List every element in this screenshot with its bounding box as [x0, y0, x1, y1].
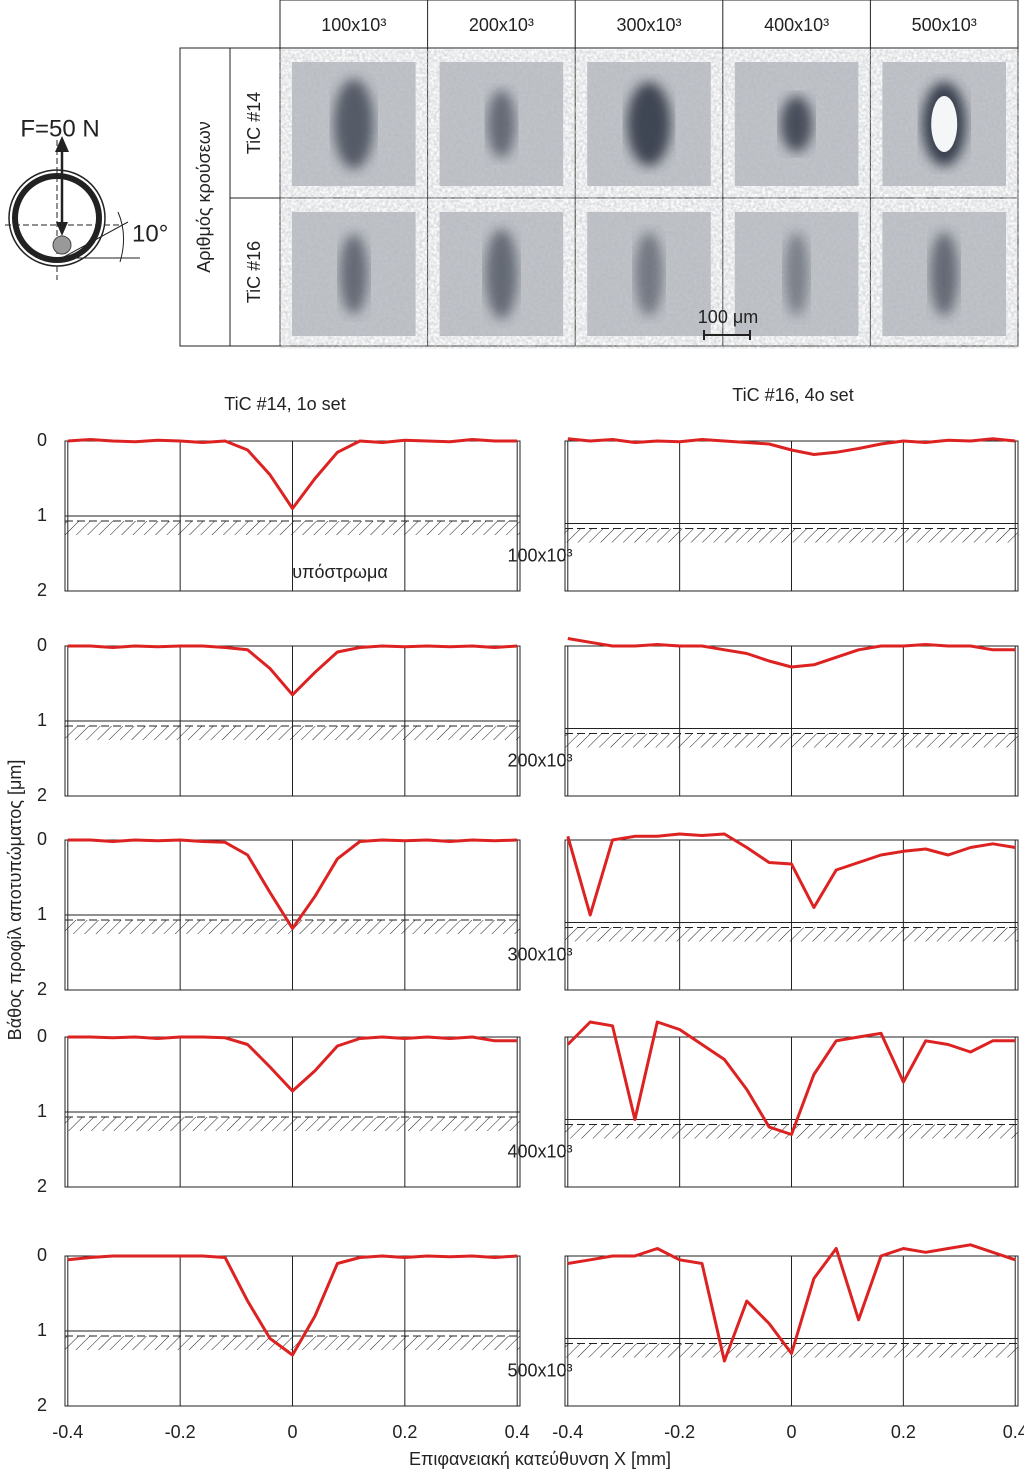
profile-line	[567, 637, 1016, 669]
substrate-hatch	[65, 726, 520, 740]
chart	[564, 437, 1019, 592]
y-tick-label: 1	[37, 710, 47, 730]
column-header: 200x10³	[469, 15, 534, 35]
row-label: TiC #14	[244, 92, 264, 154]
y-tick-label: 2	[37, 1176, 47, 1196]
wear-spot	[487, 90, 516, 158]
x-tick-label: 0.2	[891, 1422, 916, 1442]
y-tick-label: 1	[37, 1320, 47, 1340]
substrate-hatch	[65, 1117, 520, 1131]
scale-bar	[703, 330, 751, 340]
wear-spot	[780, 96, 813, 152]
force-diagram: F=50 N 10°	[5, 115, 168, 280]
chart: 0 1 2 400x10³	[37, 1026, 573, 1196]
chart: -0.4 -0.2 0 0.2 0.4 0 1 2 500x10³	[37, 1245, 573, 1442]
x-tick-label: -0.2	[664, 1422, 695, 1442]
scale-bar-label: 100 μm	[698, 307, 758, 327]
y-tick-label: 0	[37, 1245, 47, 1265]
x-axis-label: Επιφανειακή κατεύθυνση X [mm]	[409, 1449, 671, 1469]
x-tick-label: 0	[287, 1422, 297, 1442]
y-tick-label: 1	[37, 505, 47, 525]
wear-spot	[485, 229, 518, 319]
y-tick-label: 0	[37, 1026, 47, 1046]
wear-spot	[930, 232, 959, 316]
x-tick-label: -0.2	[165, 1422, 196, 1442]
row-label: TiC #16	[244, 241, 264, 303]
profile-line	[67, 1035, 518, 1093]
column-header: 300x10³	[616, 15, 681, 35]
profile-line	[566, 1020, 1016, 1136]
column-header: 500x10³	[912, 15, 977, 35]
y-tick-label: 2	[37, 785, 47, 805]
y-tick-label: 0	[37, 635, 47, 655]
y-tick-label: 2	[37, 1395, 47, 1415]
x-tick-label: -0.4	[52, 1422, 83, 1442]
wear-spot	[339, 234, 368, 314]
substrate-hatch	[65, 1336, 520, 1350]
column-title: TiC #14, 1o set	[224, 394, 345, 414]
wear-spot	[784, 232, 809, 316]
x-tick-label: 0.2	[392, 1422, 417, 1442]
profile-line	[566, 832, 1016, 917]
column-header: 400x10³	[764, 15, 829, 35]
profile-line	[67, 1254, 518, 1357]
substrate-hatch	[65, 521, 520, 535]
wear-spot	[627, 82, 671, 166]
profile-line	[67, 438, 518, 510]
wear-spot-core	[931, 96, 958, 152]
y-tick-label: 0	[37, 430, 47, 450]
force-label: F=50 N	[20, 115, 99, 142]
table: 100x10³ 200x10³ 300x10³ 400x10³ 500x10³ Αριθμ…	[179, 0, 1019, 347]
column-title: TiC #16, 4o set	[732, 385, 853, 405]
chart	[564, 832, 1019, 991]
chart: -0.4 -0.2 0 0.2 0.4	[552, 1243, 1024, 1442]
x-tick-label: 0.4	[505, 1422, 530, 1442]
profile-line	[567, 1243, 1016, 1363]
x-tick-label: -0.4	[552, 1422, 583, 1442]
column-header: 100x10³	[321, 15, 386, 35]
chart: 0 1 2 100x10³ υπόστρωμα	[37, 430, 573, 600]
substrate-hatch	[565, 733, 1018, 748]
annotation: υπόστρωμα	[292, 562, 388, 582]
wear-spot	[635, 232, 663, 316]
chart: 0 1 2 200x10³	[37, 635, 573, 805]
x-tick-label: 0	[786, 1422, 796, 1442]
y-tick-label: 2	[37, 580, 47, 600]
impact-count-label: 200x10³	[507, 750, 572, 770]
chart	[564, 637, 1019, 797]
profile-line	[67, 644, 518, 697]
profile-line	[567, 437, 1016, 456]
y-tick-label: 1	[37, 904, 47, 924]
x-tick-label: 0.4	[1003, 1422, 1024, 1442]
impact-count-label: 300x10³	[507, 944, 572, 964]
substrate-hatch	[565, 927, 1018, 942]
y-tick-label: 2	[37, 979, 47, 999]
chart	[564, 1020, 1019, 1188]
profile-line	[67, 838, 518, 930]
impact-count-label: 400x10³	[507, 1141, 572, 1161]
y-tick-label: 1	[37, 1101, 47, 1121]
row-group-label: Αριθμός κρούσεων	[194, 121, 214, 273]
impact-count-label: 500x10³	[507, 1360, 572, 1380]
angle-label: 10°	[132, 220, 168, 247]
impact-count-label: 100x10³	[507, 545, 572, 565]
substrate-hatch	[565, 528, 1018, 543]
y-tick-label: 0	[37, 829, 47, 849]
wear-spot	[333, 79, 374, 169]
y-axis-label: Βάθος προφίλ αποτυπώματος [μm]	[5, 760, 25, 1041]
chart: 0 1 2 300x10³	[37, 829, 573, 999]
